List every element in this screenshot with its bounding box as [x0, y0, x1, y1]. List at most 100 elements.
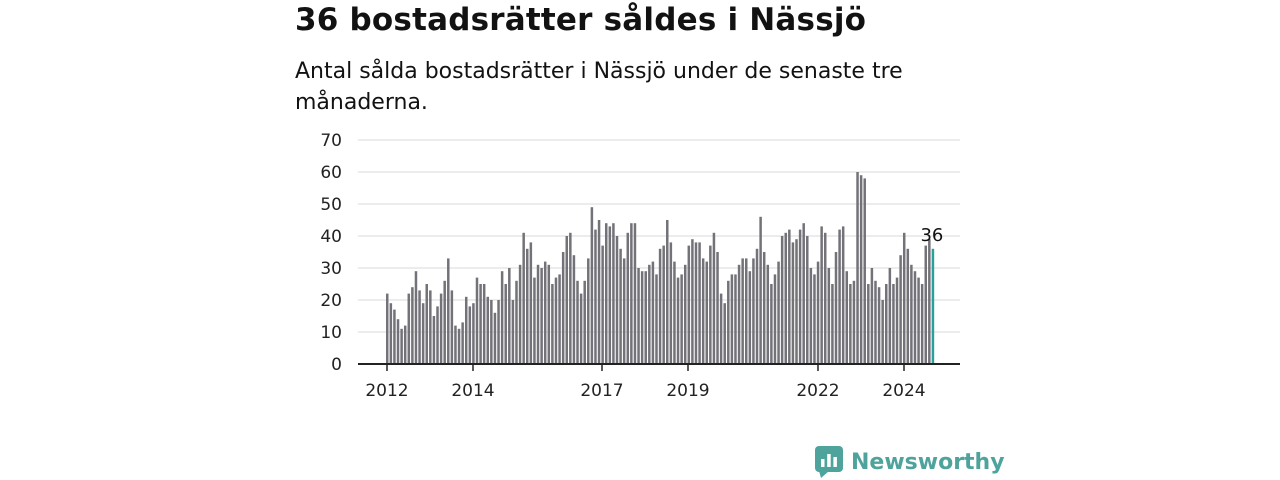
bar [759, 216, 762, 364]
bar-chart: 0 10 20 30 40 50 60 70 2012 2014 2017 2019 2022 2024… [320, 131, 960, 401]
bar [443, 280, 446, 364]
bar [418, 290, 421, 364]
y-tick-label: 60 [320, 163, 342, 183]
bar [766, 264, 770, 364]
bar [583, 280, 586, 364]
bar [928, 239, 931, 364]
y-tick-label: 40 [320, 227, 342, 247]
bar [533, 277, 536, 364]
bar [694, 242, 698, 364]
bar [806, 236, 809, 364]
x-tick-label: 2022 [796, 381, 839, 401]
bar [734, 274, 737, 364]
bar-latest [931, 248, 935, 364]
y-tick-label: 0 [331, 355, 342, 375]
bar [885, 284, 888, 364]
bar [795, 239, 798, 364]
bar [561, 252, 565, 364]
end-value-label: 36 [920, 225, 943, 246]
bar [637, 268, 640, 364]
bar [658, 248, 662, 364]
bar [439, 293, 443, 364]
bar [748, 271, 752, 364]
bar [762, 252, 766, 364]
bar [569, 232, 572, 364]
bar [403, 325, 407, 364]
bar [895, 277, 899, 364]
bar [669, 242, 673, 364]
bar [644, 271, 647, 364]
bar [924, 245, 927, 364]
grid-lines [358, 139, 960, 333]
bar [615, 236, 619, 364]
bar [899, 255, 902, 364]
bar [414, 271, 418, 364]
bar [604, 223, 608, 364]
x-tick-label: 2024 [882, 381, 925, 401]
x-tick-label: 2019 [666, 381, 709, 401]
bar [389, 303, 393, 364]
bar [601, 245, 604, 364]
bar [730, 274, 734, 364]
bar [518, 264, 522, 364]
bar [482, 284, 486, 364]
bar [464, 296, 468, 364]
bar [630, 223, 633, 364]
bar [493, 312, 497, 364]
x-tick-label: 2017 [580, 381, 623, 401]
bar [504, 284, 507, 364]
bar [827, 268, 831, 364]
bar [687, 245, 691, 364]
bar [407, 293, 411, 364]
bar [432, 316, 436, 364]
bar [587, 258, 590, 364]
bar [386, 293, 389, 364]
bar [608, 226, 612, 364]
bar [479, 284, 482, 364]
bar [515, 280, 518, 364]
bar [551, 284, 554, 364]
bar [831, 284, 834, 364]
bar [913, 271, 917, 364]
bar [579, 293, 583, 364]
bar [490, 300, 493, 364]
bar [612, 223, 615, 364]
bar [648, 264, 651, 364]
bar [917, 277, 920, 364]
bar [920, 284, 924, 364]
bar [590, 207, 594, 364]
bar [529, 242, 533, 364]
bar [813, 274, 816, 364]
bar [859, 175, 863, 364]
bar [576, 280, 579, 364]
bar [809, 268, 813, 364]
bar [910, 264, 913, 364]
bar [852, 280, 856, 364]
x-axis-ticks: 2012 2014 2017 2019 2022 2024 [365, 364, 926, 401]
bar [716, 252, 719, 364]
bar [411, 287, 414, 364]
y-tick-label: 10 [320, 323, 342, 343]
bar [655, 274, 658, 364]
bar [770, 284, 773, 364]
bar [788, 229, 791, 364]
bar [683, 264, 687, 364]
bar [705, 261, 709, 364]
bar [867, 284, 870, 364]
bar [511, 300, 515, 364]
bar [486, 296, 490, 364]
bar [888, 268, 892, 364]
bar [526, 248, 529, 364]
bar [841, 226, 845, 364]
bar [737, 264, 741, 364]
bar [723, 303, 726, 364]
bar [845, 271, 849, 364]
bar [594, 229, 597, 364]
bar [791, 242, 795, 364]
y-tick-label: 20 [320, 291, 342, 311]
bar [877, 287, 881, 364]
x-tick-label: 2012 [365, 381, 408, 401]
x-tick-label: 2014 [451, 381, 494, 401]
bar [863, 178, 866, 364]
bar [619, 248, 622, 364]
